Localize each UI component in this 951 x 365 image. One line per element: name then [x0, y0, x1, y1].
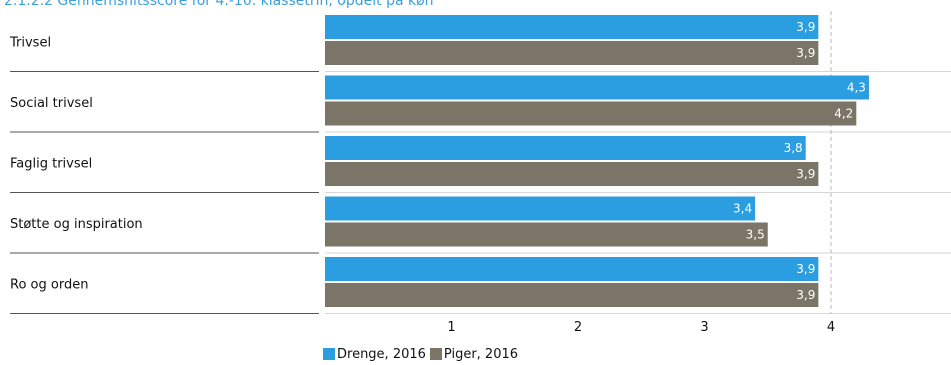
x-tick-label: 2	[574, 320, 582, 335]
data-label: 3,9	[796, 262, 815, 276]
bar-drenge	[325, 196, 756, 221]
legend-item-piger: Piger, 2016	[429, 346, 519, 362]
category-label: Støtte og inspiration	[10, 217, 143, 232]
bar-piger	[325, 101, 857, 126]
bar-piger	[325, 41, 819, 65]
data-label: 4,3	[847, 81, 866, 95]
legend: Drenge, 2016 Piger, 2016	[323, 345, 522, 363]
data-label: 3,9	[796, 46, 815, 60]
legend-swatch-drenge	[323, 348, 335, 360]
data-label: 4,2	[834, 107, 853, 121]
bar-drenge	[325, 15, 819, 39]
data-label: 3,9	[796, 167, 815, 181]
bar-piger	[325, 162, 819, 186]
chart-title: 2.1.2.2 Gennemsnitsscore for 4.-10. klas…	[4, 0, 434, 9]
bar-drenge	[325, 257, 819, 281]
bar-piger	[325, 283, 819, 307]
row-dividers	[10, 71, 951, 314]
data-label: 3,4	[733, 202, 752, 216]
x-axis-ticks: 12345	[447, 320, 835, 335]
legend-label-piger: Piger, 2016	[443, 346, 519, 362]
data-label: 3,8	[784, 141, 803, 155]
category-label: Social trivsel	[10, 96, 93, 111]
x-tick-label: 4	[827, 320, 835, 335]
data-label: 3,9	[796, 20, 815, 34]
category-label: Trivsel	[9, 35, 51, 50]
bar-drenge	[325, 136, 806, 160]
category-labels: Trivsel Social trivsel Faglig trivsel Støtt…	[9, 35, 143, 292]
category-label: Ro og orden	[10, 277, 88, 292]
legend-item-drenge: Drenge, 2016	[323, 347, 426, 362]
data-label: 3,9	[796, 288, 815, 302]
x-tick-label: 1	[447, 320, 455, 335]
bar-chart: 3,9 3,9 4,3 4,2 3,8 3,9 3,4 3,5 3,9 3,9 Trivsel So…	[9, 11, 951, 335]
legend-swatch-piger	[429, 348, 442, 360]
bar-piger	[325, 222, 768, 247]
legend-label-drenge: Drenge, 2016	[337, 346, 426, 362]
x-tick-label: 3	[700, 320, 708, 335]
category-label: Faglig trivsel	[10, 156, 92, 171]
bar-drenge	[325, 75, 869, 100]
data-label: 3,5	[746, 228, 765, 242]
bars: 3,9 3,9 4,3 4,2 3,8 3,9 3,4 3,5 3,9 3,9	[325, 15, 869, 307]
